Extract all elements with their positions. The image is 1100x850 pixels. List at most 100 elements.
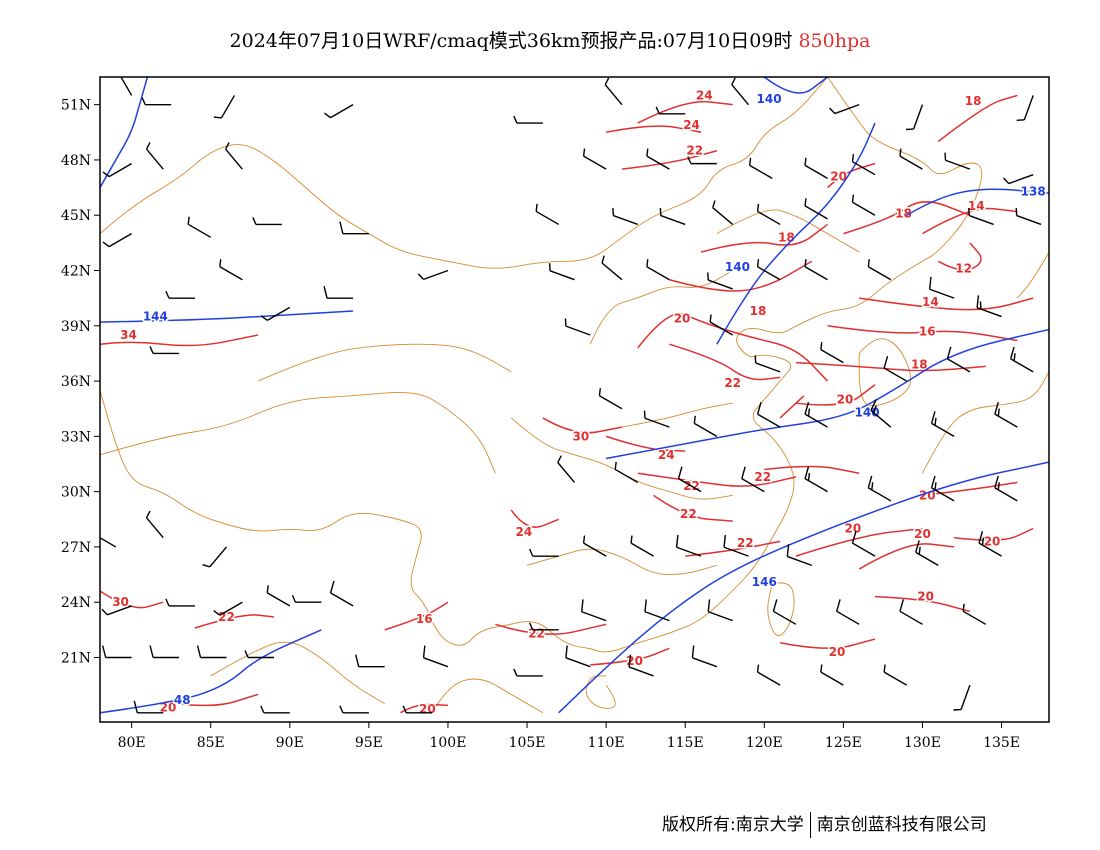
wind-barb <box>644 599 670 622</box>
wind-barb <box>244 650 274 659</box>
boundary-line <box>585 675 616 709</box>
wind-barb <box>219 259 243 281</box>
footer: 版权所有:南京大学 南京创蓝科技有限公司 <box>662 810 987 838</box>
temperature-contour <box>922 207 1018 235</box>
wind-barb <box>655 106 686 115</box>
height-contour-label: 140 <box>725 260 750 274</box>
height-contour <box>558 461 1049 714</box>
boundary-line <box>827 77 983 262</box>
wind-barb <box>339 705 369 714</box>
wind-barb <box>915 540 939 566</box>
wind-barb <box>851 531 876 557</box>
wind-barb <box>252 217 282 226</box>
temperature-contour <box>163 693 259 707</box>
temperature-contour <box>621 149 718 170</box>
wind-barb <box>820 664 844 686</box>
temperature-contour <box>937 242 982 271</box>
boundary-line <box>526 548 717 576</box>
wind-barb <box>630 535 654 557</box>
wind-barb <box>976 295 1002 318</box>
wind-barb <box>946 346 971 373</box>
temperature-contour-label: 22 <box>724 376 741 390</box>
wind-barb <box>675 534 702 557</box>
wind-barb <box>677 466 702 493</box>
wind-barb <box>213 95 236 119</box>
temperature-contour <box>194 614 275 629</box>
wind-barb <box>291 594 322 603</box>
lat-tick-label: 24N <box>61 595 91 611</box>
wind-barb <box>756 664 781 686</box>
temperature-contour <box>954 527 1034 541</box>
height-contour-label: 48 <box>174 693 191 707</box>
wind-barb <box>994 402 1018 428</box>
wind-barb <box>601 255 623 281</box>
wind-barb <box>659 207 686 226</box>
pressure-level: 850hpa <box>798 30 871 52</box>
wind-barb <box>417 269 449 281</box>
wind-barb <box>691 645 718 668</box>
wind-barb <box>928 276 955 299</box>
wind-barb <box>165 290 195 299</box>
lat-tick-label: 39N <box>61 319 91 335</box>
wind-barb <box>741 466 765 493</box>
boundary-line <box>100 77 828 269</box>
wind-barb <box>529 622 559 631</box>
height-contour-label: 146 <box>752 575 777 589</box>
footer-separator <box>809 812 811 838</box>
temperature-contour <box>653 494 733 522</box>
wind-barb <box>213 601 243 616</box>
temperature-contour <box>827 162 876 189</box>
wind-barb <box>102 233 132 248</box>
temperature-contour <box>669 343 781 381</box>
wind-barb <box>748 157 773 179</box>
temperature-contour <box>764 465 860 474</box>
temperature-contour-label: 22 <box>528 627 545 641</box>
boundary-line <box>431 678 544 714</box>
wind-barb <box>196 645 227 659</box>
wind-barb <box>149 346 180 355</box>
temperature-contour-label: 22 <box>754 470 771 484</box>
wind-barb <box>968 207 994 226</box>
wind-barb <box>165 598 195 607</box>
wind-barb <box>804 466 828 493</box>
wind-barb <box>870 399 892 428</box>
lon-tick-label: 100E <box>429 735 466 751</box>
lon-tick-label: 130E <box>904 735 941 751</box>
boundary-line <box>716 209 860 253</box>
temperature-contour-label: 16 <box>919 324 936 338</box>
wind-barb <box>1009 346 1034 373</box>
wind-barb <box>548 263 575 281</box>
height-contour <box>906 188 1049 216</box>
temperature-contour-label: 14 <box>922 295 939 309</box>
wind-barb <box>102 163 132 178</box>
height-contour <box>763 77 829 94</box>
wind-barb <box>100 536 117 548</box>
wind-barb <box>355 654 385 668</box>
wind-barb <box>582 535 607 557</box>
height-contour <box>716 122 876 345</box>
wind-barb <box>756 203 781 226</box>
temperature-contour <box>858 543 955 570</box>
wind-barb <box>756 259 781 281</box>
wind-barb <box>978 531 1002 557</box>
wind-barb <box>628 654 654 677</box>
wind-barb <box>225 142 243 170</box>
lat-tick-label: 21N <box>61 651 91 667</box>
temperature-contour <box>795 361 986 372</box>
temperature-contour <box>510 509 559 528</box>
wind-barb <box>731 77 750 106</box>
company-name: 南京创蓝科技有限公司 <box>816 815 987 835</box>
wind-barb <box>687 156 717 165</box>
height-contour-label: 138 <box>1021 184 1046 198</box>
temperature-contour <box>542 417 623 434</box>
wind-barb <box>754 355 781 373</box>
temperature-contour <box>843 201 971 235</box>
lon-tick-label: 85E <box>197 735 225 751</box>
boundary-line <box>1017 251 1049 299</box>
wind-barb <box>899 599 923 625</box>
wind-barb <box>646 148 670 170</box>
wind-barb <box>883 355 908 382</box>
height-contour-label: 144 <box>143 310 168 324</box>
boundary-line <box>858 338 912 407</box>
wind-barb <box>723 534 749 557</box>
